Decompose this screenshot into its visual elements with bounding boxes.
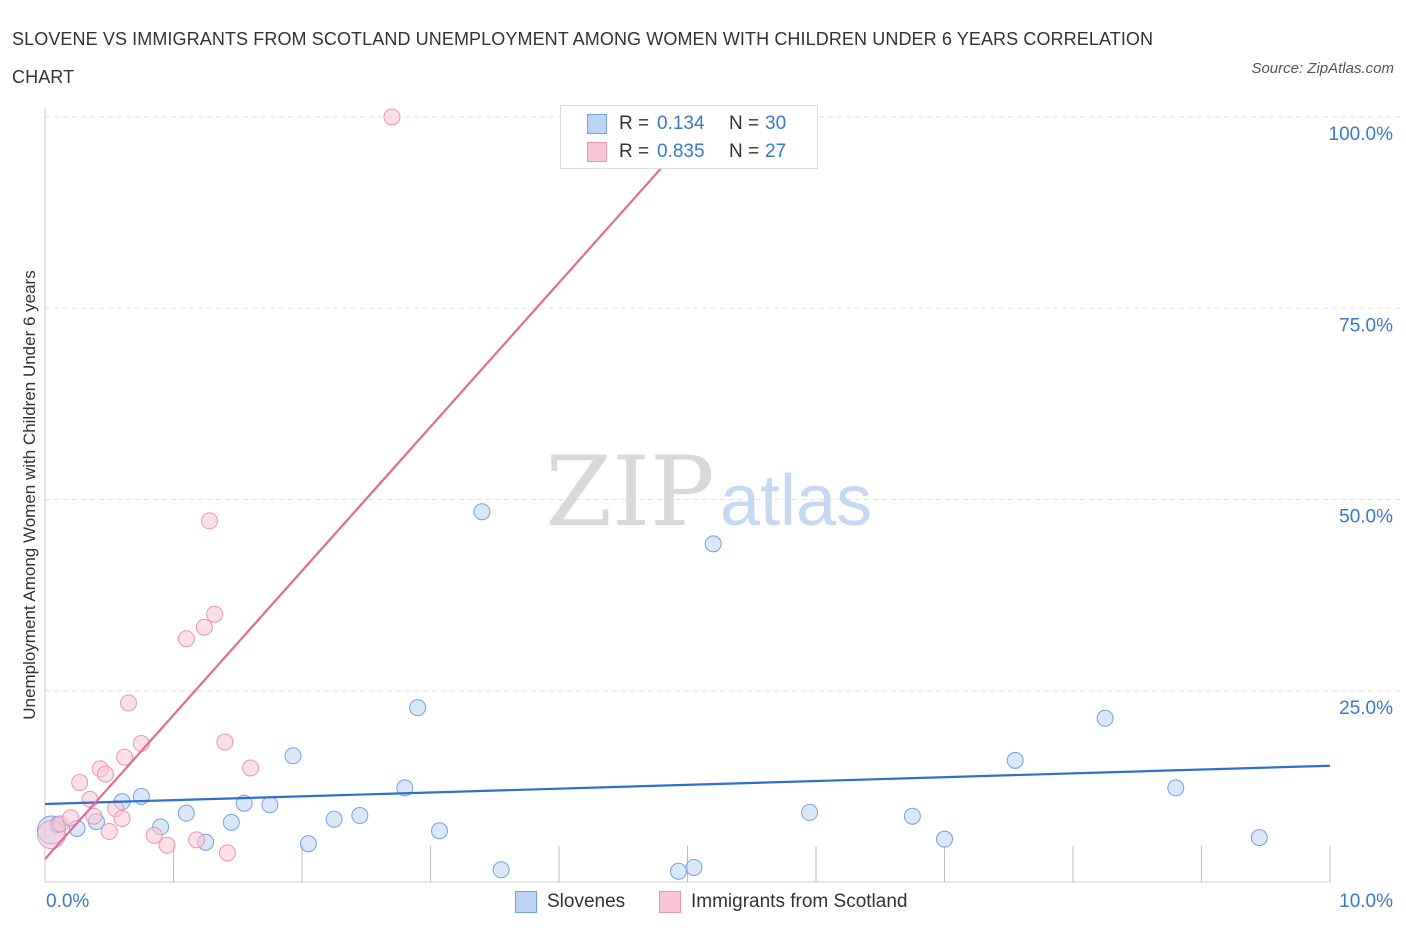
- gridlines: [45, 116, 1400, 692]
- scotland-point: [85, 807, 103, 825]
- slovenes-legend-label: Slovenes: [547, 891, 626, 912]
- scotland-point: [177, 630, 195, 648]
- slovenes-point: [801, 803, 819, 821]
- slovenes-point: [1096, 709, 1114, 727]
- y-tick-label: 100.0%: [1329, 124, 1394, 145]
- slovenes-point: [492, 861, 510, 879]
- scotland-point: [200, 512, 218, 530]
- scotland-point: [195, 618, 213, 636]
- slovenes-point: [1167, 779, 1185, 797]
- scotland-legend-swatch: [659, 891, 681, 913]
- scotland-r-value: 0.835: [657, 141, 705, 162]
- scotland-n-value: 27: [765, 141, 787, 162]
- scotland-point: [71, 774, 89, 792]
- axes: [44, 107, 1331, 883]
- slovenes-point: [704, 535, 722, 553]
- scotland-trend-line: [44, 116, 708, 860]
- slovenes-point: [177, 804, 195, 822]
- slovenes-point: [903, 807, 921, 825]
- scotland-point: [120, 694, 138, 712]
- slovenes-point: [222, 813, 240, 831]
- scotland-point: [81, 790, 99, 808]
- y-tick-label: 25.0%: [1339, 698, 1393, 719]
- scotland-point: [96, 765, 114, 783]
- slovenes-swatch: [587, 114, 607, 134]
- scotland-point: [218, 844, 236, 862]
- scotland-point: [216, 733, 234, 751]
- slovenes-point: [430, 822, 448, 840]
- data-points: [36, 108, 1268, 880]
- slovenes-point: [1006, 751, 1024, 769]
- slovenes-point: [261, 796, 279, 814]
- slovenes-point: [351, 806, 369, 824]
- slovenes-legend-swatch: [515, 891, 537, 913]
- x-tick-label-min: 0.0%: [46, 891, 89, 912]
- scotland-swatch: [587, 142, 607, 162]
- correlation-legend: R = 0.134 N = 30 R = 0.835 N = 27: [560, 105, 818, 169]
- n-label: N =: [729, 113, 760, 134]
- slovenes-point: [936, 830, 953, 848]
- watermark-atlas: atlas: [720, 461, 872, 541]
- x-tick-label-max: 10.0%: [1339, 891, 1393, 912]
- slovenes-point: [299, 835, 317, 853]
- n-label: N =: [729, 141, 760, 162]
- chart-source: Source: ZipAtlas.com: [1251, 60, 1394, 77]
- slovenes-point: [670, 862, 688, 880]
- scotland-point: [188, 831, 206, 849]
- slovenes-point: [396, 779, 414, 797]
- slovenes-point: [685, 858, 703, 876]
- scotland-point: [116, 748, 134, 766]
- r-label: R =: [619, 113, 650, 134]
- scotland-point: [145, 826, 163, 844]
- tick-labels: 25.0% 50.0% 75.0% 100.0% 0.0% 10.0%: [46, 124, 1393, 912]
- trend-lines: [44, 116, 1331, 860]
- slovenes-point: [325, 810, 343, 828]
- scotland-point: [242, 759, 260, 777]
- y-tick-label: 75.0%: [1339, 315, 1393, 336]
- slovenes-r-value: 0.134: [657, 113, 705, 134]
- watermark-zip: ZIP: [545, 436, 714, 548]
- y-axis-label: Unemployment Among Women with Children U…: [20, 270, 39, 720]
- scotland-legend-label: Immigrants from Scotland: [691, 891, 908, 912]
- watermark: ZIP atlas: [545, 436, 872, 548]
- chart-title: SLOVENE VS IMMIGRANTS FROM SCOTLAND UNEM…: [12, 29, 1154, 87]
- scotland-point: [158, 836, 176, 854]
- slovenes-trend-line: [44, 764, 1331, 806]
- scotland-point: [113, 810, 131, 828]
- scotland-point: [100, 823, 118, 841]
- scotland-point: [62, 809, 80, 827]
- y-tick-label: 50.0%: [1339, 507, 1393, 528]
- slovenes-point: [409, 699, 427, 717]
- slovenes-point: [473, 503, 491, 521]
- r-label: R =: [619, 141, 650, 162]
- slovenes-n-value: 30: [765, 113, 787, 134]
- scotland-point: [206, 605, 224, 623]
- slovenes-point: [284, 747, 302, 765]
- slovenes-point: [1250, 829, 1268, 847]
- scotland-point: [383, 108, 401, 126]
